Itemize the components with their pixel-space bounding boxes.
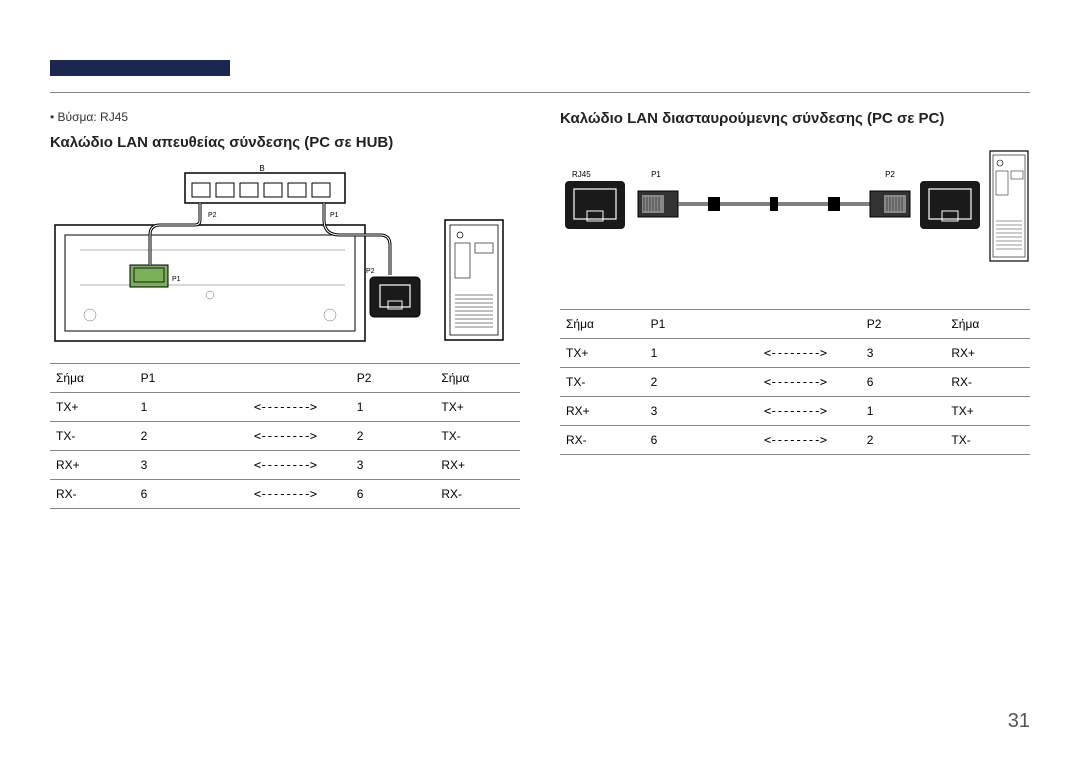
left-column: Βύσμα: RJ45 Καλώδιο LAN απευθείας σύνδεσ… (50, 110, 520, 509)
table-header: P1 (645, 310, 730, 339)
table-header: Σήμα (435, 364, 520, 393)
table-row: RX+ 3 <--------> 3 RX+ (50, 451, 520, 480)
main-content: Βύσμα: RJ45 Καλώδιο LAN απευθείας σύνδεσ… (50, 110, 1030, 509)
hub-label: B (259, 165, 264, 173)
port-label-p2-rj45: P2 (366, 268, 375, 275)
cross-lan-diagram: RJ45 P1 (560, 141, 1030, 291)
port-label-p1: P1 (651, 170, 661, 179)
table-header: P2 (351, 364, 436, 393)
port-label-rj45: RJ45 (572, 170, 591, 179)
table-header: Σήμα (945, 310, 1030, 339)
table-row: TX+ 1 <--------> 3 RX+ (560, 339, 1030, 368)
table-row: RX+ 3 <--------> 1 TX+ (560, 397, 1030, 426)
port-label-p1-panel: P1 (172, 276, 181, 283)
port-label-p1-hub: P1 (330, 212, 339, 219)
table-header: Σήμα (560, 310, 645, 339)
port-label-p2-hub: P2 (208, 212, 217, 219)
table-row: RX- 6 <--------> 2 TX- (560, 426, 1030, 455)
table-row: TX- 2 <--------> 6 RX- (560, 368, 1030, 397)
direct-lan-pinout-table: Σήμα P1 P2 Σήμα TX+ 1 <--------> 1 TX+ T… (50, 363, 520, 509)
right-section-title: Καλώδιο LAN διασταυρούμενης σύνδεσης (PC… (560, 110, 1030, 127)
table-header: Σήμα (50, 364, 135, 393)
direct-lan-diagram: P1 B P2 P1 (50, 165, 520, 345)
right-column: Καλώδιο LAN διασταυρούμενης σύνδεσης (PC… (560, 110, 1030, 509)
table-header (219, 364, 351, 393)
header-divider (50, 92, 1030, 93)
connector-type-bullet: Βύσμα: RJ45 (50, 110, 520, 124)
table-header-row: Σήμα P1 P2 Σήμα (560, 310, 1030, 339)
cross-lan-pinout-table: Σήμα P1 P2 Σήμα TX+ 1 <--------> 3 RX+ T… (560, 309, 1030, 455)
port-label-p2: P2 (885, 170, 895, 179)
left-section-title: Καλώδιο LAN απευθείας σύνδεσης (PC σε HU… (50, 134, 520, 151)
table-row: TX+ 1 <--------> 1 TX+ (50, 393, 520, 422)
table-header: P1 (135, 364, 220, 393)
table-row: RX- 6 <--------> 6 RX- (50, 480, 520, 509)
table-header (729, 310, 861, 339)
header-accent-bar (50, 60, 230, 76)
table-header-row: Σήμα P1 P2 Σήμα (50, 364, 520, 393)
page-number: 31 (1008, 710, 1030, 733)
table-header: P2 (861, 310, 946, 339)
table-row: TX- 2 <--------> 2 TX- (50, 422, 520, 451)
